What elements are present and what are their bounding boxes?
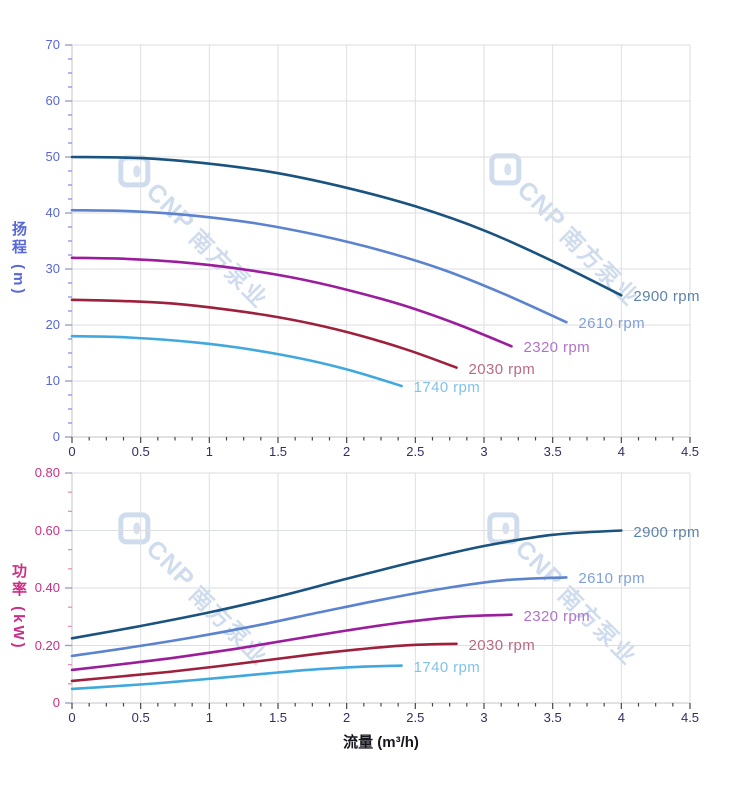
x-tick-label: 2 [343, 710, 351, 725]
curve-label-2900-rpm: 2900 rpm [633, 523, 700, 541]
cnp-watermark: CNP 南方泵业 [482, 146, 649, 313]
x-tick-label: 2.5 [406, 710, 425, 725]
curve-2610-rpm [70, 208, 568, 324]
curve-2320-rpm [70, 256, 513, 348]
x-tick-label: 3 [480, 444, 488, 459]
cnp-logo-icon [489, 153, 522, 186]
x-tick-label: 1 [205, 444, 213, 459]
curve-2030-rpm [70, 298, 458, 369]
flow-axis-title: 流量 (m³/h) [343, 734, 419, 751]
y-tick-label: 60 [45, 93, 60, 108]
x-tick-label: 1.5 [268, 444, 288, 459]
x-tick-label: 2.5 [406, 444, 425, 459]
curve-1740-rpm [70, 664, 403, 691]
y-tick-label: 0 [52, 429, 60, 444]
x-tick-label: 3.5 [543, 710, 562, 725]
y-tick-label: 50 [45, 149, 60, 164]
watermark-cnp-text: CNP [141, 534, 201, 594]
watermark-cnp-text: CNP [141, 177, 201, 237]
cnp-logo-icon [487, 512, 520, 545]
power-axis-title: 功率 (kW) [10, 563, 27, 651]
cnp-watermark: CNP 南方泵业 [111, 148, 278, 315]
curve-label-1740-rpm: 1740 rpm [413, 658, 481, 676]
y-tick-label: 0.80 [34, 465, 60, 480]
y-tick-label: 70 [45, 37, 60, 52]
y-tick-label: 0.60 [34, 522, 60, 538]
curve-label-1740-rpm: 1740 rpm [413, 379, 481, 397]
x-tick-label: 0.5 [131, 710, 150, 725]
y-tick-label: 0 [52, 695, 60, 710]
x-tick-label: 4.5 [680, 444, 700, 459]
x-tick-label: 1.5 [268, 710, 288, 725]
watermark-cnp-text: CNP [510, 534, 570, 594]
x-tick-label: 0 [68, 710, 76, 725]
y-tick-label: 30 [45, 261, 60, 276]
y-tick-label: 10 [45, 373, 60, 388]
head-axis-title: 扬程 (m) [10, 221, 27, 297]
curve-1740-rpm [70, 334, 403, 388]
x-tick-label: 4.5 [680, 710, 700, 725]
x-tick-label: 1 [205, 710, 213, 725]
cnp-watermark: CNP 南方泵业 [111, 505, 278, 672]
y-tick-label: 0.40 [34, 580, 60, 595]
x-tick-label: 4 [617, 444, 625, 459]
x-tick-label: 3 [480, 710, 488, 725]
curve-label-2610-rpm: 2610 rpm [578, 315, 645, 333]
y-tick-label: 0.20 [34, 637, 60, 653]
x-tick-label: 0.5 [131, 444, 150, 459]
x-tick-label: 4 [617, 710, 625, 725]
y-tick-label: 40 [45, 205, 60, 220]
curve-label-2900-rpm: 2900 rpm [633, 288, 700, 306]
x-tick-label: 2 [343, 444, 351, 459]
x-tick-label: 3.5 [543, 444, 562, 459]
curve-label-2030-rpm: 2030 rpm [468, 636, 536, 654]
curve-label-2610-rpm: 2610 rpm [578, 570, 645, 588]
curve-label-2320-rpm: 2320 rpm [523, 607, 591, 625]
curve-label-2320-rpm: 2320 rpm [523, 339, 591, 357]
y-tick-label: 20 [45, 317, 60, 332]
cnp-logo-icon [118, 155, 151, 188]
curve-label-2030-rpm: 2030 rpm [468, 360, 536, 378]
cnp-logo-icon [118, 512, 151, 545]
watermark-cnp-text: CNP [512, 175, 572, 235]
x-tick-label: 0 [68, 444, 76, 459]
watermark-brand-text: 南方泵业 [184, 224, 274, 314]
watermark-brand-text: 南方泵业 [184, 581, 274, 671]
